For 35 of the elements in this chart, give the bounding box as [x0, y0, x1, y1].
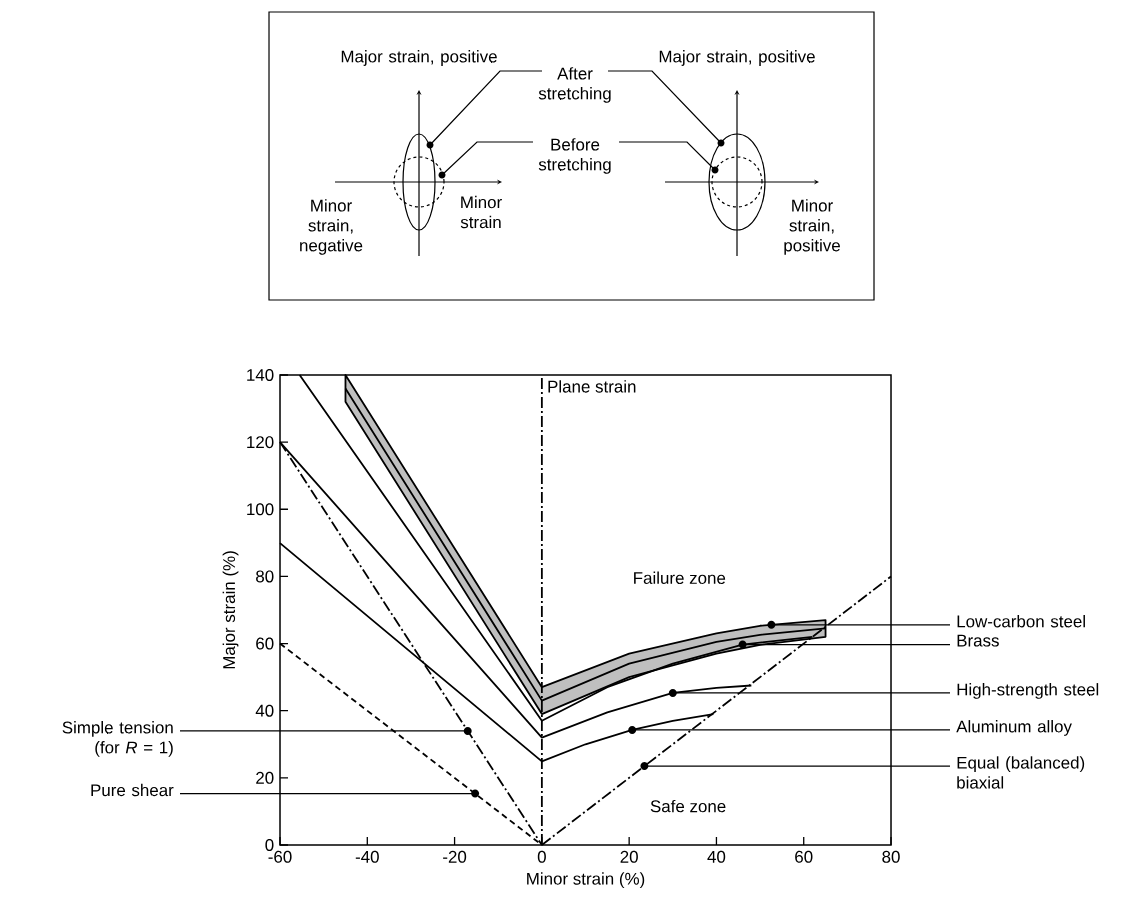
x-tick-label: -40	[355, 850, 379, 863]
text: Before stretching	[538, 138, 611, 174]
annotation: Simple tension (for R = 1)	[62, 721, 173, 757]
y-tick-label: 60	[256, 637, 274, 650]
annotation: Safe zone	[650, 799, 726, 813]
x-tick-label: 20	[620, 850, 638, 863]
text: Minor strain, positive	[784, 199, 840, 255]
annotation: Failure zone	[634, 571, 726, 585]
text: Minor strain	[460, 195, 502, 229]
annotation: Pure shear	[91, 783, 174, 797]
y-tick-label: 20	[256, 771, 274, 784]
annotation: High-strength steel	[957, 683, 1099, 699]
x-axis-title: Minor strain (%)	[527, 872, 645, 889]
annotation: Equal (balanced) biaxial	[957, 756, 1085, 789]
annotation: Low-carbon steel	[957, 614, 1085, 628]
x-tick-label: -60	[268, 850, 292, 863]
annotation: Brass	[957, 634, 999, 647]
y-tick-label: 0	[265, 838, 274, 851]
ref-line-label: Plane strain	[548, 380, 636, 393]
x-tick-label: -20	[443, 850, 467, 863]
x-tick-label: 0	[537, 850, 546, 863]
text: Minor strain, negative	[300, 199, 363, 255]
x-tick-label: 80	[882, 850, 900, 863]
y-tick-label: 100	[247, 503, 274, 516]
y-axis-title: Major strain (%)	[222, 551, 239, 669]
y-tick-label: 120	[247, 436, 274, 449]
text: Major strain, positive	[341, 50, 497, 66]
annotation: Aluminum alloy	[956, 720, 1072, 736]
x-tick-label: 40	[707, 850, 726, 863]
text: Major strain, positive	[659, 50, 815, 66]
y-tick-label: 140	[247, 368, 274, 381]
x-tick-label: 60	[795, 850, 813, 863]
y-tick-label: 80	[256, 570, 274, 583]
text: After stretching	[538, 67, 611, 103]
y-tick-label: 40	[255, 704, 274, 717]
